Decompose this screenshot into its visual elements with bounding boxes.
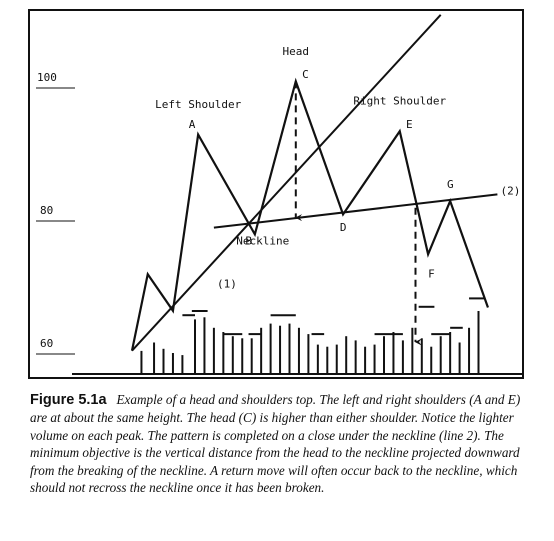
annotations: Head C Left Shoulder A Right Shoulder E BNeckl… bbox=[155, 45, 520, 291]
caption-text: Example of a head and shoulders top. The… bbox=[30, 392, 521, 496]
annotation-label: (1) bbox=[217, 278, 237, 291]
y-tick-label-100: 100 bbox=[37, 71, 57, 84]
annotation-label: A bbox=[189, 118, 196, 131]
chart-frame bbox=[28, 9, 524, 379]
figure-label: Figure 5.1a bbox=[30, 392, 107, 408]
annotation-label: Head bbox=[283, 45, 310, 58]
annotation-label: C bbox=[302, 68, 309, 81]
annotation-label: G bbox=[447, 178, 454, 191]
trendline-1 bbox=[131, 14, 442, 352]
figure-caption: Figure 5.1a Example of a head and should… bbox=[30, 391, 530, 496]
volume-bars bbox=[140, 311, 480, 374]
neckline-line-2 bbox=[213, 193, 498, 229]
annotation-label: B bbox=[245, 234, 252, 247]
annotation-label: F bbox=[428, 268, 435, 281]
y-tick-label-80: 80 bbox=[40, 204, 53, 217]
annotation-label: Left Shoulder bbox=[155, 98, 241, 111]
y-tick-label-60: 60 bbox=[40, 337, 53, 350]
projection-arrows bbox=[294, 81, 422, 346]
volume-caps bbox=[182, 297, 485, 336]
annotation-label: D bbox=[340, 221, 347, 234]
annotation-label: Neckline bbox=[236, 234, 289, 247]
annotation-label: Right Shoulder bbox=[353, 95, 446, 108]
annotation-label: E bbox=[406, 118, 413, 131]
y-axis: 100 80 60 bbox=[36, 71, 75, 355]
annotation-label: (2) bbox=[501, 184, 521, 197]
